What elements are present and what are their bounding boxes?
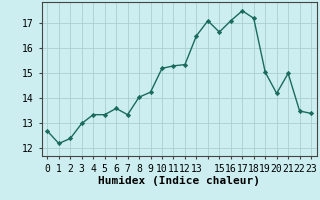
X-axis label: Humidex (Indice chaleur): Humidex (Indice chaleur) [98, 176, 260, 186]
